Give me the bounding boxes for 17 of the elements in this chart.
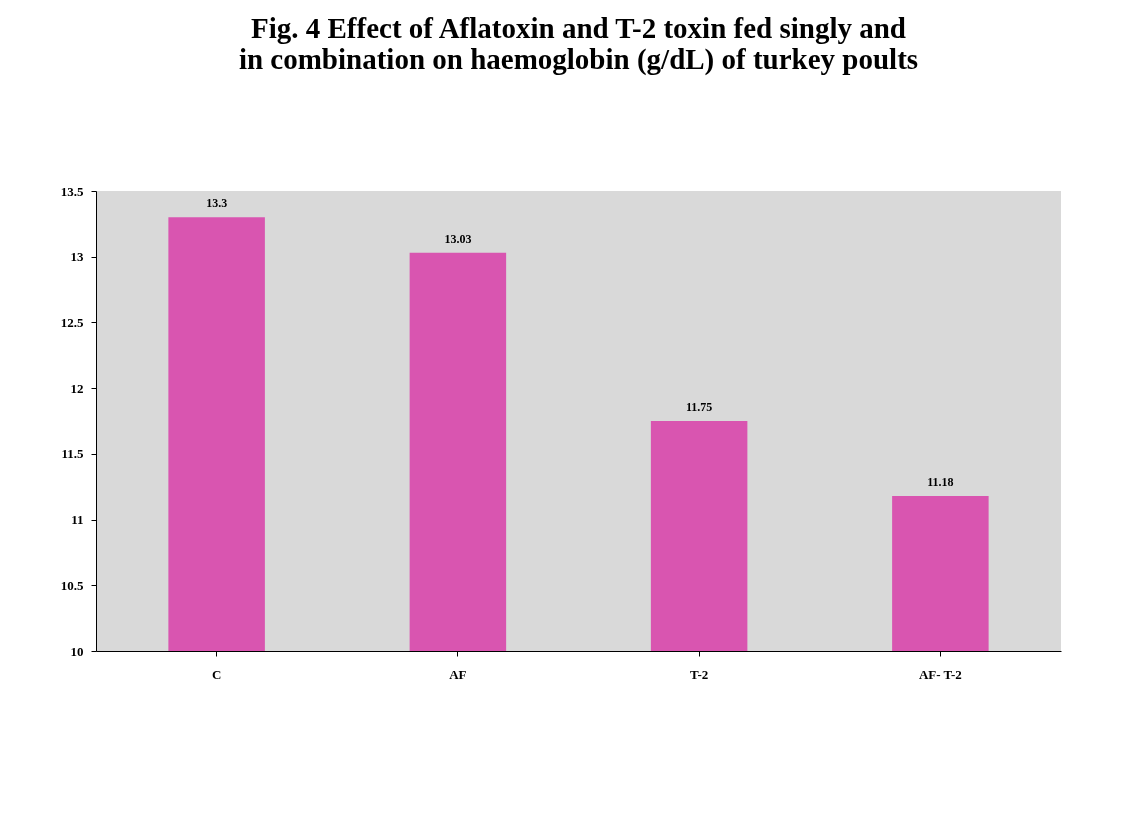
y-tick-label: 13.5 bbox=[60, 183, 84, 199]
data-label: 11.18 bbox=[927, 474, 954, 489]
y-tick-label: 11 bbox=[71, 512, 84, 528]
y-tick-label: 10 bbox=[70, 643, 84, 659]
y-tick-label: 12.5 bbox=[60, 314, 84, 330]
x-tick-label: AF bbox=[449, 666, 467, 682]
data-label: 13.03 bbox=[444, 231, 472, 246]
chart-title: Fig. 4 Effect of Aflatoxin and T-2 toxin fed singly and in combination on haemoglobin (g/dL) of turkey poults bbox=[238, 12, 919, 76]
x-tick-label: T-2 bbox=[689, 666, 709, 682]
x-tick-label: C bbox=[211, 666, 222, 682]
data-label: 11.75 bbox=[685, 400, 713, 414]
x-tick-label: AF- T-2 bbox=[918, 666, 962, 682]
y-tick-label: 12 bbox=[70, 380, 84, 396]
y-tick-label: 13 bbox=[70, 249, 84, 265]
y-tick-label: 10.5 bbox=[60, 577, 84, 593]
data-label: 13.3 bbox=[206, 196, 228, 211]
y-tick-label: 11.5 bbox=[61, 446, 84, 462]
